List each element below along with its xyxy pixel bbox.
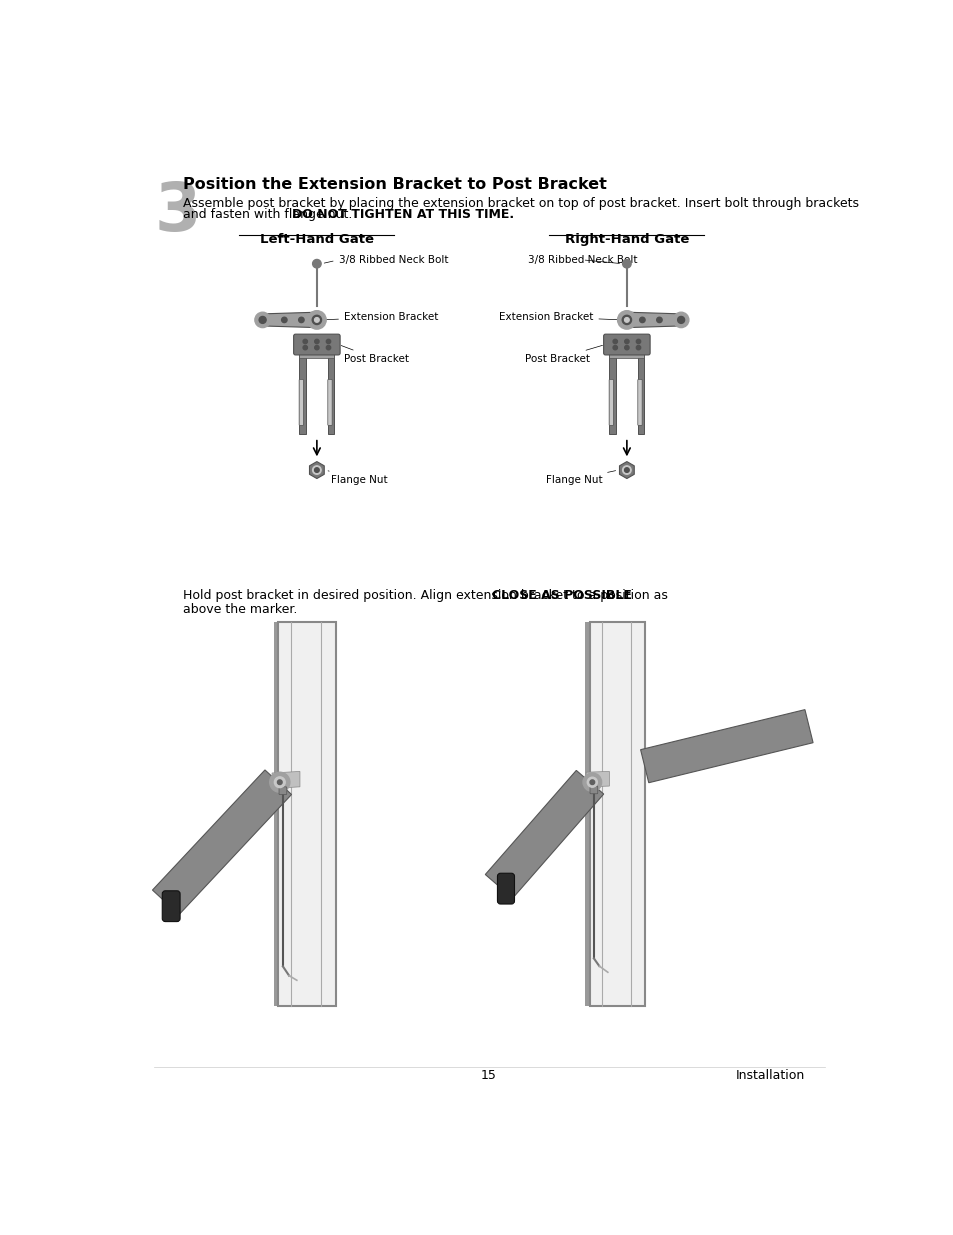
Circle shape: [582, 773, 601, 792]
Bar: [609, 353, 615, 433]
Polygon shape: [256, 312, 316, 327]
Polygon shape: [639, 710, 812, 783]
Circle shape: [617, 311, 636, 330]
Text: Installation: Installation: [735, 1070, 804, 1082]
Bar: [609, 353, 643, 358]
Polygon shape: [272, 772, 299, 788]
Text: DO NOT TIGHTEN AT THIS TIME.: DO NOT TIGHTEN AT THIS TIME.: [292, 209, 514, 221]
FancyBboxPatch shape: [299, 379, 303, 425]
Bar: [589, 622, 644, 1007]
Circle shape: [624, 346, 628, 350]
Text: Left-Hand Gate: Left-Hand Gate: [259, 233, 374, 246]
Circle shape: [621, 315, 631, 325]
Bar: [162, 614, 464, 1014]
Circle shape: [254, 312, 270, 327]
Text: 15: 15: [480, 1070, 497, 1082]
Circle shape: [259, 316, 266, 324]
Polygon shape: [585, 772, 609, 787]
Circle shape: [673, 312, 688, 327]
Text: 3: 3: [154, 179, 200, 245]
Circle shape: [656, 317, 661, 322]
Circle shape: [613, 346, 617, 350]
Bar: [278, 622, 335, 1007]
FancyBboxPatch shape: [638, 379, 641, 425]
FancyBboxPatch shape: [162, 890, 180, 921]
Bar: [638, 353, 643, 433]
Polygon shape: [309, 462, 324, 478]
Circle shape: [622, 259, 631, 268]
Circle shape: [314, 346, 318, 350]
FancyBboxPatch shape: [603, 335, 649, 354]
Circle shape: [639, 317, 644, 322]
Text: Flange Nut: Flange Nut: [545, 471, 615, 484]
Text: Position the Extension Bracket to Post Bracket: Position the Extension Bracket to Post B…: [183, 178, 606, 193]
Circle shape: [313, 466, 321, 474]
FancyBboxPatch shape: [497, 873, 514, 904]
Bar: [495, 614, 816, 1014]
Circle shape: [636, 340, 640, 343]
Circle shape: [636, 346, 640, 350]
Circle shape: [326, 340, 331, 343]
FancyBboxPatch shape: [608, 379, 613, 425]
Text: Flange Nut: Flange Nut: [328, 471, 387, 484]
Circle shape: [314, 317, 319, 322]
Polygon shape: [626, 312, 686, 327]
Circle shape: [677, 316, 684, 324]
Text: Extension Bracket: Extension Bracket: [323, 311, 438, 322]
Text: Right-Hand Gate: Right-Hand Gate: [564, 233, 688, 246]
Text: Post Bracket: Post Bracket: [524, 346, 602, 364]
Circle shape: [312, 315, 321, 325]
Bar: [299, 353, 305, 433]
Circle shape: [624, 340, 628, 343]
Circle shape: [277, 781, 282, 784]
Text: 3/8 Ribbed Neck Bolt: 3/8 Ribbed Neck Bolt: [324, 254, 448, 264]
Circle shape: [624, 317, 629, 322]
FancyBboxPatch shape: [278, 787, 287, 794]
Circle shape: [587, 777, 597, 787]
Text: Extension Bracket: Extension Bracket: [498, 311, 619, 322]
Circle shape: [307, 311, 326, 330]
Polygon shape: [152, 769, 292, 915]
Text: Assemble post bracket by placing the extension bracket on top of post bracket. I: Assemble post bracket by placing the ext…: [183, 196, 858, 210]
Circle shape: [303, 346, 307, 350]
Circle shape: [613, 340, 617, 343]
Text: Hold post bracket in desired position. Align extension bracket to a position as: Hold post bracket in desired position. A…: [183, 589, 671, 603]
Text: 3/8 Ribbed Neck Bolt: 3/8 Ribbed Neck Bolt: [527, 254, 637, 264]
Circle shape: [303, 340, 307, 343]
Bar: [585, 622, 590, 1007]
Polygon shape: [618, 462, 634, 478]
Text: CLOSE AS POSSIBLE: CLOSE AS POSSIBLE: [491, 589, 631, 603]
Bar: [274, 622, 278, 1007]
Circle shape: [624, 468, 629, 472]
Circle shape: [270, 772, 290, 792]
Text: and fasten with flange nut.: and fasten with flange nut.: [183, 209, 355, 221]
Circle shape: [622, 466, 631, 474]
Circle shape: [274, 777, 285, 788]
Circle shape: [326, 346, 331, 350]
Circle shape: [314, 340, 318, 343]
Polygon shape: [485, 771, 603, 898]
FancyBboxPatch shape: [294, 335, 340, 354]
Circle shape: [281, 317, 287, 322]
Circle shape: [589, 781, 594, 784]
Circle shape: [298, 317, 304, 322]
Bar: [328, 353, 334, 433]
Circle shape: [313, 259, 321, 268]
Text: Post Bracket: Post Bracket: [341, 346, 409, 364]
Text: above the marker.: above the marker.: [183, 603, 297, 616]
FancyBboxPatch shape: [328, 379, 332, 425]
Circle shape: [314, 468, 319, 472]
FancyBboxPatch shape: [589, 785, 598, 794]
Bar: [299, 353, 334, 358]
